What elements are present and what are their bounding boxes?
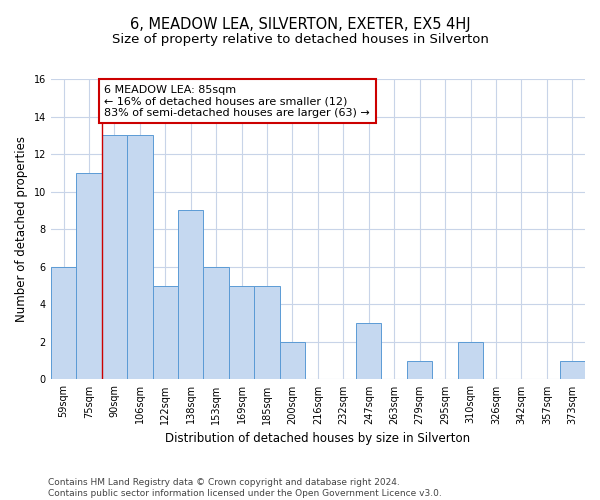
Bar	[356, 323, 382, 380]
Bar	[101, 136, 127, 380]
Bar	[203, 267, 229, 380]
Text: Size of property relative to detached houses in Silverton: Size of property relative to detached ho…	[112, 32, 488, 46]
Bar	[407, 360, 433, 380]
Text: 6, MEADOW LEA, SILVERTON, EXETER, EX5 4HJ: 6, MEADOW LEA, SILVERTON, EXETER, EX5 4H…	[130, 18, 470, 32]
Bar	[560, 360, 585, 380]
Bar	[229, 286, 254, 380]
Bar	[51, 267, 76, 380]
Y-axis label: Number of detached properties: Number of detached properties	[15, 136, 28, 322]
Bar	[127, 136, 152, 380]
Bar	[178, 210, 203, 380]
Bar	[254, 286, 280, 380]
X-axis label: Distribution of detached houses by size in Silverton: Distribution of detached houses by size …	[166, 432, 470, 445]
Bar	[76, 173, 101, 380]
Bar	[152, 286, 178, 380]
Text: Contains HM Land Registry data © Crown copyright and database right 2024.
Contai: Contains HM Land Registry data © Crown c…	[48, 478, 442, 498]
Bar	[280, 342, 305, 380]
Text: 6 MEADOW LEA: 85sqm
← 16% of detached houses are smaller (12)
83% of semi-detach: 6 MEADOW LEA: 85sqm ← 16% of detached ho…	[104, 84, 370, 118]
Bar	[458, 342, 483, 380]
